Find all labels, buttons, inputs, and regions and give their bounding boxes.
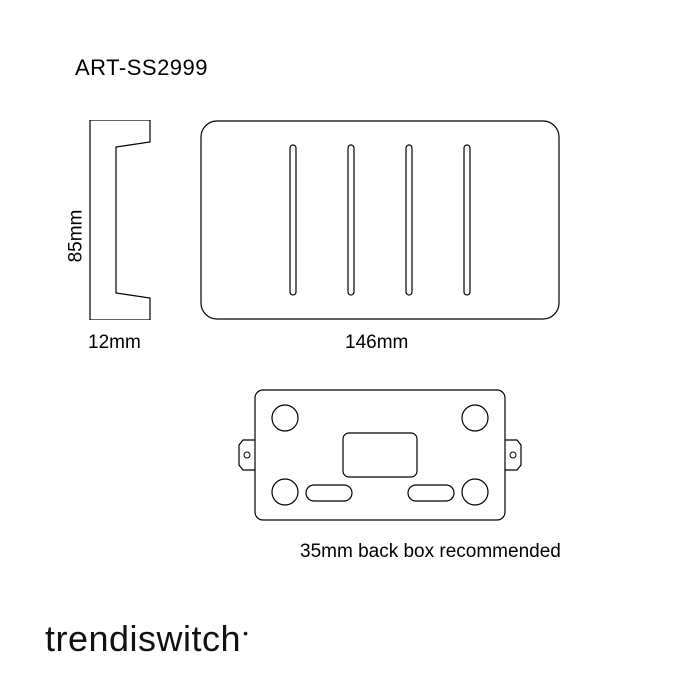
side-profile-diagram xyxy=(80,120,160,320)
width-dimension-label: 146mm xyxy=(345,332,408,354)
brand-wordmark: trendiswitch• xyxy=(45,618,248,660)
front-faceplate-diagram xyxy=(200,120,560,320)
brand-mark-icon: • xyxy=(243,625,248,641)
backbox-recommendation-label: 35mm back box recommended xyxy=(300,541,561,563)
backbox-diagram xyxy=(238,385,522,525)
product-code: ART-SS2999 xyxy=(75,55,208,81)
depth-dimension-label: 12mm xyxy=(88,332,141,354)
brand-text: trendiswitch xyxy=(45,618,241,659)
